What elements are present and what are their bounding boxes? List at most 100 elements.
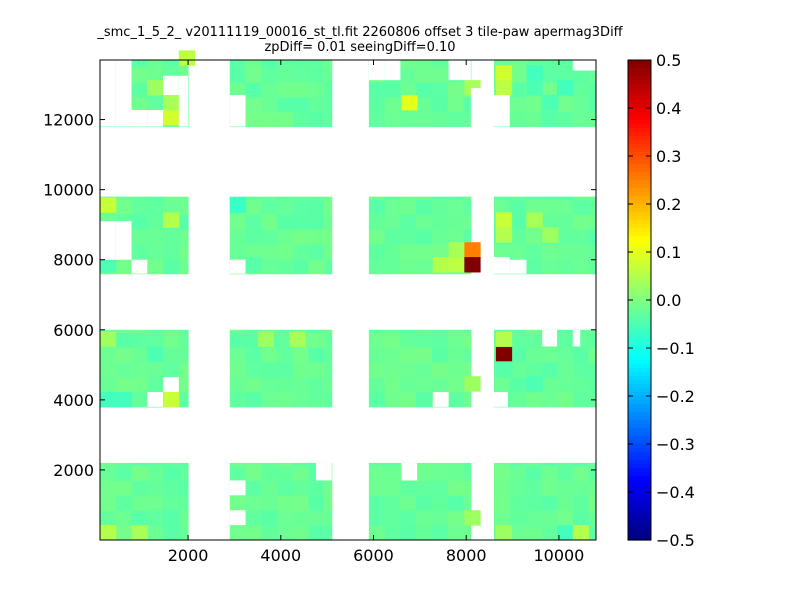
heatmap-cell (509, 525, 527, 541)
heatmap-cell (261, 111, 278, 128)
heatmap-cell (384, 362, 401, 378)
heatmap-cell (447, 495, 464, 511)
missing-cell (572, 60, 596, 71)
heatmap-cell (416, 462, 433, 467)
colorbar-segment (628, 416, 651, 421)
colorbar-segment (628, 324, 651, 329)
heatmap-cell (368, 377, 386, 393)
colorbar-segment (628, 400, 651, 405)
heatmap-cell (494, 199, 511, 215)
heatmap-cell (245, 96, 262, 113)
heatmap-cell (100, 331, 117, 347)
heatmap-cell (494, 243, 511, 260)
heatmap-cell (308, 96, 325, 113)
colorbar-segment (628, 252, 651, 257)
heatmap-cell (292, 199, 310, 215)
heatmap-cell (588, 96, 597, 113)
heatmap-cell (147, 60, 164, 68)
colorbar-segment (628, 340, 651, 345)
heatmap-cell (277, 67, 294, 83)
heatmap-cell (308, 362, 325, 378)
missing-cell (100, 60, 116, 127)
colorbar-segment (628, 120, 651, 125)
colorbar-segment (628, 108, 651, 113)
heatmap-cell (261, 329, 278, 333)
heatmap-cell (178, 243, 189, 260)
colorbar-segment (628, 172, 651, 177)
colorbar-segment (628, 504, 651, 509)
missing-cell (178, 75, 189, 127)
x-tick-label: 4000 (260, 546, 301, 565)
heatmap-cell (447, 214, 464, 230)
heatmap-cell (572, 229, 590, 245)
colorbar-segment (628, 396, 651, 401)
heatmap-cell (494, 60, 511, 68)
chart-title-line2: zpDiff= 0.01 seeingDiff=0.10 (264, 40, 456, 55)
colorbar-segment (628, 284, 651, 289)
heatmap-cell (308, 377, 325, 393)
colorbar-segment (628, 72, 651, 77)
heatmap-cell (245, 329, 262, 333)
missing-cell (494, 257, 510, 274)
colorbar-segment (628, 368, 651, 373)
colorbar-segment (628, 124, 651, 129)
heatmap-cell (509, 229, 527, 245)
heatmap-cell (115, 199, 133, 215)
heatmap-cell (163, 196, 180, 200)
heatmap-cell (509, 465, 527, 481)
heatmap-cell (277, 243, 294, 260)
heatmap-cell (147, 462, 164, 467)
colorbar-segment (628, 524, 651, 529)
heatmap-cell (324, 480, 333, 496)
heatmap-cell (416, 362, 433, 378)
chart-title-line1: _smc_1_5_2_ v20111119_00016_st_tl.fit 22… (97, 25, 623, 40)
heatmap-cell (131, 96, 148, 113)
heatmap-cell (557, 510, 574, 526)
colorbar-tick-label: 0.2 (656, 195, 681, 214)
colorbar-segment (628, 228, 651, 233)
heatmap-cell (416, 243, 433, 260)
heatmap-cell (292, 347, 310, 363)
heatmap-cell (261, 377, 278, 393)
colorbar-segment (628, 160, 651, 165)
colorbar-tick-label: 0.5 (656, 51, 681, 70)
heatmap-cell (447, 465, 464, 481)
heatmap-cell (525, 462, 542, 467)
heatmap-cell (400, 525, 417, 541)
colorbar-segment (628, 212, 651, 217)
heatmap-cell (509, 462, 527, 467)
missing-cell (572, 329, 581, 347)
heatmap-cell (147, 214, 164, 230)
heatmap-cell (384, 96, 401, 113)
heatmap-cell (588, 196, 597, 200)
heatmap-cell (147, 80, 164, 96)
heatmap-cell (229, 214, 247, 230)
colorbar-segment (628, 432, 651, 437)
colorbar-segment (628, 84, 651, 89)
heatmap-cell (509, 60, 527, 68)
heatmap-cell (400, 347, 417, 363)
heatmap-cell (163, 60, 180, 68)
heatmap-cell (368, 229, 386, 245)
heatmap-cell (292, 362, 310, 378)
missing-cell (384, 60, 401, 81)
heatmap-cell (572, 196, 590, 200)
heatmap-cell (292, 391, 310, 408)
heatmap-cell (431, 111, 449, 128)
heatmap-cell (541, 67, 558, 83)
heatmap-cell (541, 199, 558, 215)
heatmap-cell (525, 229, 542, 245)
heatmap-cell (400, 329, 417, 333)
heatmap-cell (557, 229, 574, 245)
heatmap-cell (431, 67, 449, 83)
heatmap-cell (541, 510, 558, 526)
heatmap-cell (431, 465, 449, 481)
heatmap-cell (163, 242, 180, 258)
heatmap-cell (400, 258, 417, 275)
colorbar-segment (628, 424, 651, 429)
heatmap-cell (431, 199, 449, 215)
heatmap-cell (572, 67, 590, 83)
heatmap-cell (463, 362, 472, 378)
heatmap-cell (229, 347, 247, 363)
heatmap-cell (368, 96, 386, 113)
